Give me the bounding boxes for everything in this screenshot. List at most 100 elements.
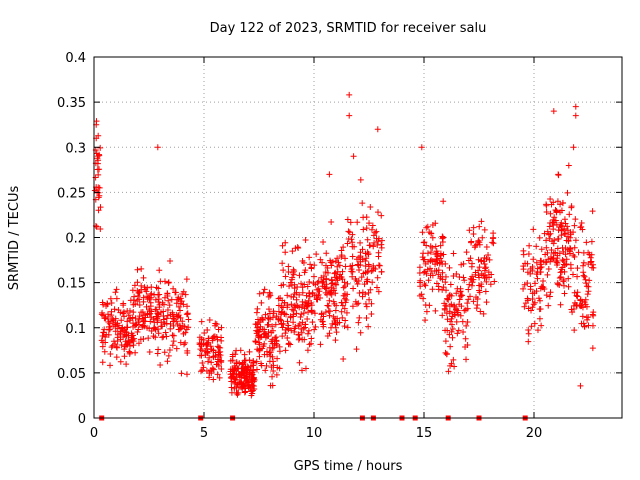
data-point	[551, 214, 558, 221]
data-point	[251, 377, 258, 384]
data-point	[543, 201, 550, 208]
data-point	[160, 333, 167, 340]
data-point	[266, 349, 273, 356]
data-point	[463, 322, 470, 329]
data-point	[318, 274, 325, 281]
data-point	[315, 291, 322, 298]
data-point	[432, 251, 439, 258]
data-point	[486, 256, 493, 263]
data-point	[427, 249, 434, 256]
data-point	[268, 329, 275, 336]
data-point	[579, 226, 586, 233]
data-point	[440, 234, 447, 241]
data-point	[470, 298, 477, 305]
data-point	[296, 335, 303, 342]
data-point	[155, 346, 162, 353]
data-point	[554, 235, 561, 242]
data-point	[185, 316, 192, 323]
data-point	[354, 219, 361, 226]
data-point	[375, 288, 382, 295]
data-point	[572, 237, 579, 244]
data-point	[241, 383, 248, 390]
data-point	[127, 314, 134, 321]
data-point	[308, 309, 315, 316]
data-point	[163, 320, 170, 327]
data-point	[301, 269, 308, 276]
data-point	[462, 335, 469, 342]
y-tick-label: 0	[78, 412, 86, 427]
data-point	[355, 319, 362, 326]
data-point	[250, 358, 257, 365]
data-point	[138, 282, 145, 289]
data-point	[473, 294, 480, 301]
data-point	[229, 370, 236, 377]
data-point	[242, 388, 249, 395]
data-point	[165, 297, 172, 304]
data-point	[476, 239, 483, 246]
data-point	[155, 296, 162, 303]
data-point	[341, 323, 348, 330]
data-point	[329, 320, 336, 327]
data-point	[135, 319, 142, 326]
data-point	[350, 153, 357, 160]
data-point	[210, 333, 217, 340]
data-point	[153, 313, 160, 320]
data-point	[419, 229, 426, 236]
data-point	[570, 302, 577, 309]
data-point	[582, 276, 589, 283]
data-point	[547, 210, 554, 217]
data-point	[289, 248, 296, 255]
data-point	[148, 328, 155, 335]
data-point	[205, 358, 212, 365]
data-point	[279, 242, 286, 249]
data-point	[313, 251, 320, 258]
data-point	[317, 341, 324, 348]
data-point	[559, 256, 566, 263]
data-point	[309, 319, 316, 326]
data-point	[461, 277, 468, 284]
data-point	[418, 144, 425, 151]
data-point	[96, 166, 103, 173]
data-point	[210, 376, 217, 383]
data-point	[167, 311, 174, 318]
x-tick-label: 15	[416, 426, 433, 441]
data-point	[281, 300, 288, 307]
data-point	[290, 319, 297, 326]
data-point	[339, 314, 346, 321]
data-point	[548, 201, 555, 208]
data-point	[306, 254, 313, 261]
data-point	[246, 371, 253, 378]
data-point	[520, 285, 527, 292]
data-point	[130, 335, 137, 342]
data-point	[159, 299, 166, 306]
data-point	[129, 336, 136, 343]
data-point	[162, 329, 169, 336]
data-point	[216, 374, 223, 381]
data-point	[456, 296, 463, 303]
data-point	[363, 214, 370, 221]
data-point	[275, 295, 282, 302]
data-point	[229, 357, 236, 364]
data-point	[454, 285, 461, 292]
data-point	[354, 280, 361, 287]
data-point	[572, 103, 579, 110]
data-point	[326, 308, 333, 315]
data-point	[548, 246, 555, 253]
data-point	[351, 243, 358, 250]
data-point	[97, 226, 104, 233]
data-point	[356, 314, 363, 321]
data-point	[204, 340, 211, 347]
data-point	[232, 376, 239, 383]
data-point	[295, 322, 302, 329]
data-point	[453, 318, 460, 325]
data-point	[147, 294, 154, 301]
data-point	[346, 112, 353, 119]
data-point	[155, 299, 162, 306]
data-point	[465, 286, 472, 293]
data-point	[144, 293, 151, 300]
data-point	[466, 281, 473, 288]
data-point	[583, 303, 590, 310]
data-point	[150, 333, 157, 340]
data-point	[330, 285, 337, 292]
